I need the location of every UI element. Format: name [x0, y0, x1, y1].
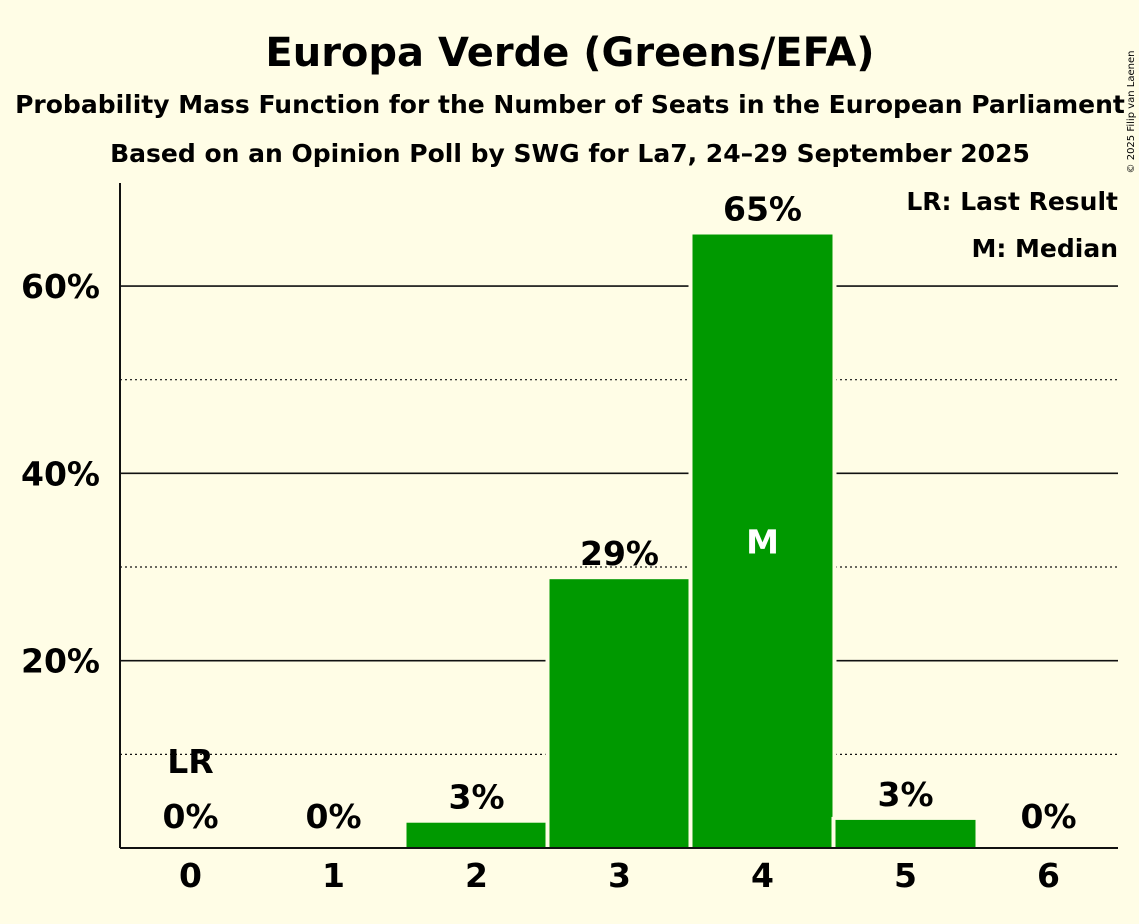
legend-last-result: LR: Last Result	[906, 187, 1118, 216]
last-result-marker: LR	[167, 742, 213, 781]
median-marker: M	[746, 522, 779, 561]
x-tick-label: 3	[608, 856, 631, 895]
y-tick-label: 60%	[21, 267, 100, 306]
data-labels-group: 0% LR 0% 3% 29% 65% M 3% 0%	[162, 190, 1076, 836]
data-label: 0%	[305, 797, 361, 836]
bar-seats-3	[549, 579, 690, 848]
x-tick-label: 5	[894, 856, 917, 895]
chart-subtitle-source: Based on an Opinion Poll by SWG for La7,…	[110, 139, 1030, 168]
data-label: 0%	[162, 797, 218, 836]
y-tick-label: 40%	[21, 454, 100, 493]
data-label: 3%	[448, 778, 504, 817]
data-label: 3%	[877, 775, 933, 814]
y-tick-label: 20%	[21, 642, 100, 681]
x-tick-label: 2	[465, 856, 488, 895]
legend-median: M: Median	[971, 234, 1118, 263]
x-tick-label: 4	[751, 856, 774, 895]
x-tick-label: 1	[322, 856, 345, 895]
data-label: 65%	[723, 190, 802, 229]
x-tick-label: 6	[1037, 856, 1060, 895]
copyright-text: © 2025 Filip van Laenen	[1126, 51, 1137, 174]
chart-subtitle: Probability Mass Function for the Number…	[15, 90, 1125, 119]
data-label: 29%	[580, 534, 659, 573]
bar-seats-2	[406, 822, 547, 848]
bar-seats-5	[835, 819, 976, 848]
data-label: 0%	[1020, 797, 1076, 836]
x-tick-label: 0	[179, 856, 202, 895]
axes-group: 20% 40% 60% 0 1 2 3 4 5 6	[21, 183, 1118, 895]
bars-group	[402, 231, 980, 848]
chart-title: Europa Verde (Greens/EFA)	[265, 30, 874, 76]
bar-seats-4	[692, 234, 833, 848]
